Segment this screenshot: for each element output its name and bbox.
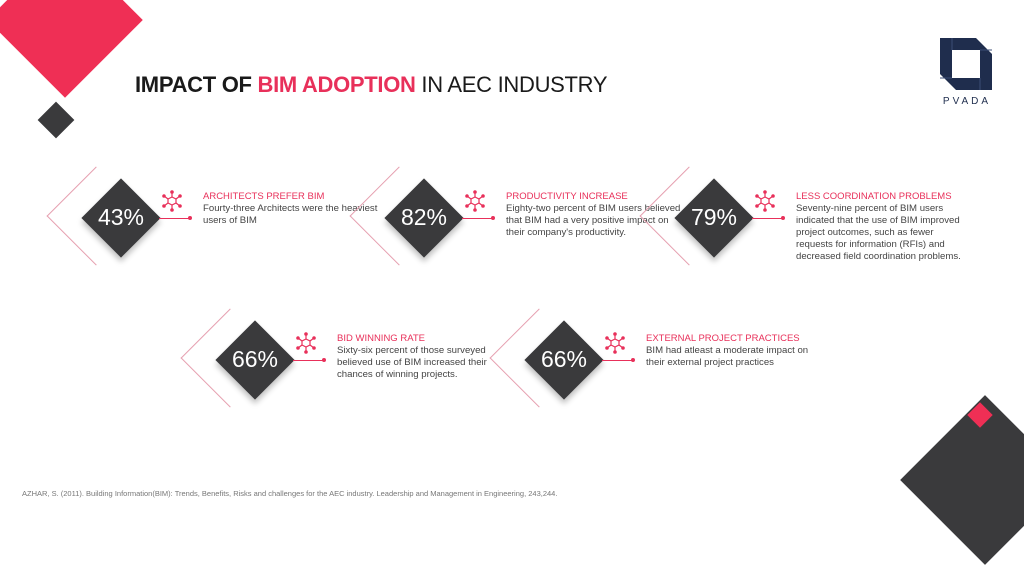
stat-text: LESS COORDINATION PROBLEMS Seventy-nine p… <box>796 191 971 263</box>
network-cube-icon <box>605 332 625 354</box>
connector-line <box>293 360 323 361</box>
stat-text: BID WINNING RATE Sixty-six percent of tho… <box>337 333 512 381</box>
stat-percent: 82% <box>400 204 448 230</box>
stat-text: ARCHITECTS PREFER BIM Fourty-three Archit… <box>203 191 378 227</box>
connector-dot <box>631 358 635 362</box>
stat-description: BIM had atleast a moderate impact on the… <box>646 345 809 368</box>
connector-line <box>602 360 632 361</box>
stat-card: 82% PRODUCTIVITY INCREASE Eighty-two perc… <box>349 166 696 287</box>
connector-line <box>462 218 492 219</box>
stat-card: 79% LESS COORDINATION PROBLEMS Seventy-ni… <box>639 166 986 287</box>
connector-line <box>752 218 782 219</box>
stat-percent: 79% <box>690 204 738 230</box>
network-cube-icon <box>755 190 775 212</box>
decor-dark-diamond-large <box>900 395 1024 565</box>
decor-pink-diamond <box>0 0 143 98</box>
logo-icon <box>940 38 992 90</box>
decor-dark-diamond <box>37 101 75 139</box>
page-title: IMPACT OF BIM ADOPTION IN AEC INDUSTRY <box>135 72 608 98</box>
stat-description: Fourty-three Architects were the heavies… <box>203 203 378 226</box>
stat-title: EXTERNAL PROJECT PRACTICES <box>646 333 800 344</box>
title-part1: IMPACT OF <box>135 72 258 97</box>
stat-percent: 43% <box>97 204 145 230</box>
logo-text: PVADA <box>942 96 992 107</box>
stat-card: 66% BID WINNING RATE Sixty-six percent of… <box>180 308 527 429</box>
network-cube-icon <box>162 190 182 212</box>
stat-percent: 66% <box>231 346 279 372</box>
stat-percent: 66% <box>540 346 588 372</box>
citation: AZHAR, S. (2011). Building Information(B… <box>22 489 558 498</box>
connector-dot <box>781 216 785 220</box>
connector-dot <box>188 216 192 220</box>
stat-description: Seventy-nine percent of BIM users indica… <box>796 203 961 262</box>
stat-description: Eighty-two percent of BIM users believed… <box>506 203 681 238</box>
stat-text: EXTERNAL PROJECT PRACTICES BIM had atleas… <box>646 333 821 369</box>
stat-card: 43% ARCHITECTS PREFER BIM Fourty-three Ar… <box>46 166 393 287</box>
stat-title: BID WINNING RATE <box>337 333 425 344</box>
title-part3: IN AEC INDUSTRY <box>415 72 608 97</box>
stat-title: PRODUCTIVITY INCREASE <box>506 191 628 202</box>
connector-dot <box>491 216 495 220</box>
connector-dot <box>322 358 326 362</box>
network-cube-icon <box>465 190 485 212</box>
connector-line <box>159 218 189 219</box>
title-highlight: BIM ADOPTION <box>257 72 416 97</box>
stat-title: ARCHITECTS PREFER BIM <box>203 191 325 202</box>
stat-card: 66% EXTERNAL PROJECT PRACTICES BIM had at… <box>489 308 836 429</box>
network-cube-icon <box>296 332 316 354</box>
stat-description: Sixty-six percent of those surveyed beli… <box>337 345 487 380</box>
stat-text: PRODUCTIVITY INCREASE Eighty-two percent … <box>506 191 681 239</box>
stat-title: LESS COORDINATION PROBLEMS <box>796 191 952 202</box>
